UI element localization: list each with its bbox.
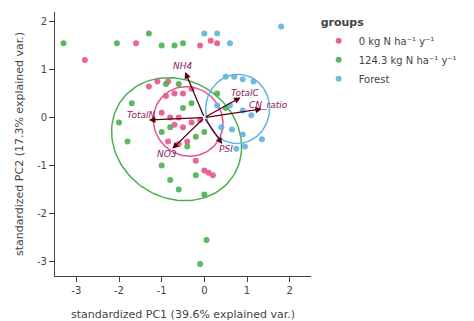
svg-text:standardized PC1 (39.6% explai: standardized PC1 (39.6% explained var.): [71, 308, 295, 321]
svg-text:-3: -3: [37, 256, 47, 267]
svg-text:Forest: Forest: [359, 74, 390, 85]
svg-text:TotalC: TotalC: [231, 88, 259, 98]
svg-text:-2: -2: [37, 208, 47, 219]
svg-text:124.3 kg N ha⁻¹ y⁻¹: 124.3 kg N ha⁻¹ y⁻¹: [359, 55, 457, 66]
svg-text:0: 0: [201, 285, 207, 296]
svg-text:-2: -2: [114, 285, 124, 296]
svg-text:groups: groups: [321, 16, 365, 29]
svg-text:2: 2: [41, 16, 47, 27]
svg-text:1: 1: [244, 285, 250, 296]
svg-text:NO3: NO3: [157, 149, 177, 159]
svg-text:-1: -1: [37, 160, 47, 171]
svg-text:2: 2: [286, 285, 292, 296]
svg-text:TotalN: TotalN: [127, 110, 155, 120]
svg-text:NH4: NH4: [173, 61, 193, 71]
svg-text:0: 0: [41, 112, 47, 123]
svg-text:CN_ratio: CN_ratio: [249, 100, 288, 110]
svg-text:-3: -3: [71, 285, 81, 296]
svg-text:-1: -1: [157, 285, 167, 296]
svg-text:standardized PC2 (17.3% explai: standardized PC2 (17.3% explained var.): [13, 32, 26, 256]
svg-text:PSI: PSI: [219, 144, 233, 154]
svg-text:1: 1: [41, 64, 47, 75]
svg-text:0 kg N ha⁻¹ y⁻¹: 0 kg N ha⁻¹ y⁻¹: [359, 36, 435, 47]
